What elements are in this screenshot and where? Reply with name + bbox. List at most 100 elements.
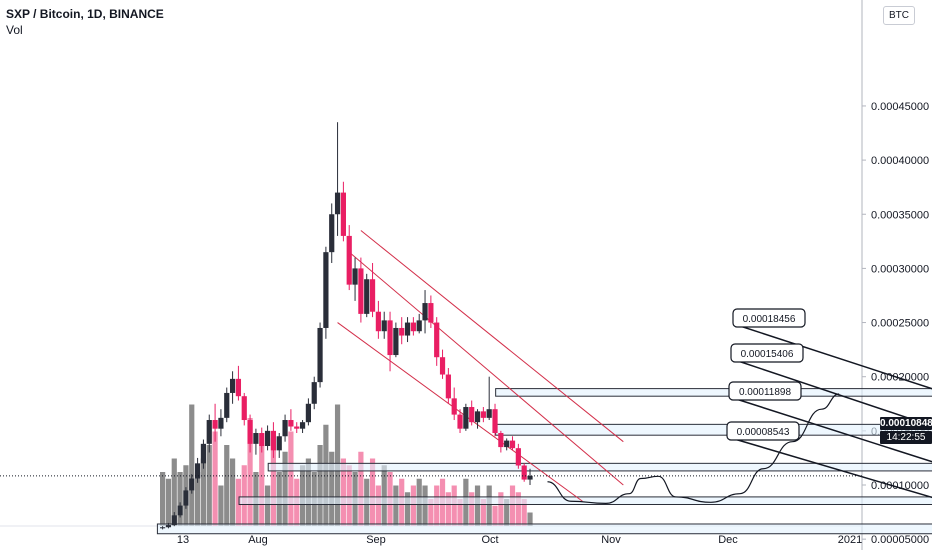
volume-bar <box>160 472 166 526</box>
candle-body <box>375 311 381 332</box>
projection-path[interactable] <box>547 393 840 505</box>
volume-bar <box>189 404 195 526</box>
candle-body <box>515 448 521 466</box>
candle-body <box>288 420 294 427</box>
volume-bar <box>282 451 288 526</box>
channel-line[interactable] <box>348 251 624 486</box>
candle-body <box>311 382 317 404</box>
y-tick-label: 0.00005000 <box>871 534 929 546</box>
volume-bar <box>206 445 212 526</box>
support-resistance-zone[interactable] <box>238 496 932 505</box>
channel-line[interactable] <box>360 230 624 443</box>
x-tick-label: Dec <box>718 534 738 546</box>
candle-body <box>305 403 311 423</box>
chart-title: SXP / Bitcoin, 1D, BINANCE <box>6 7 164 21</box>
candle-body <box>165 525 172 528</box>
candle-body <box>358 268 364 314</box>
volume-bar <box>375 485 381 526</box>
candle-body <box>189 478 195 491</box>
candle-body <box>200 443 207 464</box>
support-resistance-zone[interactable] <box>495 423 932 436</box>
x-tick-label: Sep <box>366 534 386 546</box>
y-tick-label: 0.00045000 <box>871 101 929 113</box>
callout-label: 0.00015406 <box>741 349 794 360</box>
y-tick-label: 0.00030000 <box>871 263 929 275</box>
candle-body <box>428 303 434 323</box>
candle-body <box>183 490 189 506</box>
callout-label: 0.00011898 <box>739 387 792 398</box>
support-resistance-zone[interactable] <box>156 523 932 535</box>
support-resistance-zone[interactable] <box>267 462 932 472</box>
volume-bar <box>241 465 247 526</box>
candle-body <box>270 430 277 451</box>
candle-body <box>410 322 416 332</box>
candle-body <box>352 268 358 285</box>
candle-body <box>194 463 201 479</box>
volume-bar <box>509 485 516 526</box>
candle-body <box>498 433 504 448</box>
volume-bar <box>527 512 533 526</box>
last-price-badge: 0.00010848 <box>880 417 932 430</box>
candle-body <box>212 420 218 429</box>
volume-bar <box>451 485 457 526</box>
candle-body <box>422 303 428 321</box>
candle-body <box>509 440 516 449</box>
callout-box[interactable] <box>732 308 806 328</box>
currency-button[interactable]: BTC <box>883 6 915 25</box>
support-resistance-zone[interactable] <box>495 388 932 397</box>
volume-bar <box>393 485 399 526</box>
candle-body <box>451 398 457 415</box>
volume-bar <box>165 478 172 526</box>
candle-body <box>474 411 481 423</box>
candle-body <box>329 214 335 253</box>
volume-bar <box>270 438 277 526</box>
callout-pointer <box>730 437 932 499</box>
candle-body <box>399 327 405 336</box>
callout-box[interactable] <box>726 421 800 441</box>
volume-bar <box>428 499 434 526</box>
candle-body <box>434 322 440 358</box>
callout-box[interactable] <box>730 343 804 363</box>
candle-body <box>294 426 300 429</box>
bar-countdown: 14:22:55 <box>880 431 932 444</box>
candle-body <box>276 436 282 451</box>
volume-bar <box>515 492 521 526</box>
x-tick-label: Oct <box>481 534 498 546</box>
volume-bar <box>200 458 207 526</box>
x-tick-label: 2021 <box>838 534 862 546</box>
callout-box[interactable] <box>728 381 802 401</box>
callout-label: 0.00008543 <box>737 427 790 438</box>
candle-body <box>346 235 352 285</box>
volume-bar <box>469 492 475 526</box>
volume-bar <box>369 458 376 526</box>
volume-bar <box>480 499 486 526</box>
candle-body <box>445 374 451 399</box>
x-tick-label: Aug <box>248 534 268 546</box>
volume-bar <box>264 485 271 526</box>
candle-body <box>492 409 498 434</box>
volume-bar <box>317 445 323 526</box>
candle-body <box>171 515 177 526</box>
volume-bar <box>235 478 242 526</box>
volume-bar <box>457 499 463 526</box>
volume-bar <box>305 458 311 526</box>
volume-indicator-label[interactable]: Vol <box>6 23 23 37</box>
volume-bar <box>358 451 364 526</box>
volume-bar <box>492 505 498 526</box>
candle-body <box>387 320 393 356</box>
volume-bar <box>218 485 224 526</box>
volume-bar <box>212 431 218 526</box>
candle-body <box>218 417 224 429</box>
callout-label: 0.00018456 <box>743 314 796 325</box>
volume-bar <box>498 492 504 526</box>
volume-bar <box>323 424 329 526</box>
candle-body <box>364 279 370 314</box>
candle-body <box>317 327 323 383</box>
y-tick-label: 0.00040000 <box>871 155 929 167</box>
x-tick-label: 13 <box>177 534 189 546</box>
volume-bar <box>422 485 428 526</box>
candle-body <box>469 407 475 423</box>
y-tick-label: 0.00025000 <box>871 318 929 330</box>
